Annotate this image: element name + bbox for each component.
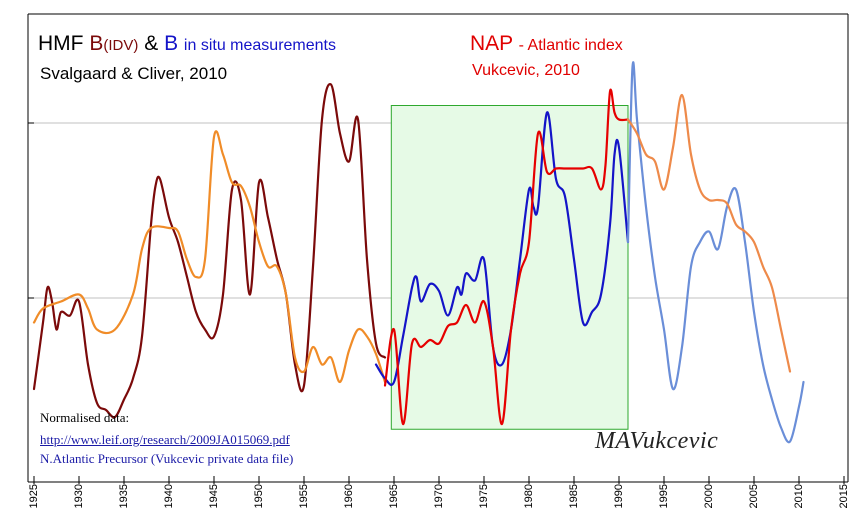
title-hmf: HMF <box>38 32 84 55</box>
x-tick-label-1930: 1930 <box>73 484 85 508</box>
note-link[interactable]: http://www.leif.org/research/2009JA01506… <box>40 432 290 447</box>
note-precursor: N.Atlantic Precursor (Vukcevic private d… <box>40 451 294 466</box>
series-layer <box>32 61 805 444</box>
x-tick-label-1940: 1940 <box>163 484 175 508</box>
title-nap-suffix: - Atlantic index <box>518 37 623 54</box>
title-right: NAP - Atlantic index <box>470 32 623 56</box>
highlight-window <box>390 105 629 430</box>
x-tick-label-1985: 1985 <box>568 484 580 508</box>
title-b-idv-letter: B <box>89 32 104 55</box>
x-axis-ticks: 1925 1930 1935 1940 1945 1950 1955 1960 1965 1970… <box>28 476 850 508</box>
x-tick-label-1955: 1955 <box>298 484 310 508</box>
title-amp: & <box>144 32 159 55</box>
x-tick-label-2010: 2010 <box>793 484 805 508</box>
title-b-idv-sub: (IDV) <box>103 37 139 54</box>
series-line-nap-early <box>32 130 387 384</box>
x-tick-label-1970: 1970 <box>433 484 445 508</box>
credit-right: Vukcevic, 2010 <box>472 62 580 79</box>
signature: MAVukcevic <box>595 428 719 454</box>
x-tick-label-1950: 1950 <box>253 484 265 508</box>
x-tick-label-1925: 1925 <box>28 484 40 508</box>
x-tick-label-1960: 1960 <box>343 484 355 508</box>
x-tick-label-1975: 1975 <box>478 484 490 508</box>
credit-left: Svalgaard & Cliver, 2010 <box>40 64 228 83</box>
series-line-hmf-idv <box>32 83 387 419</box>
x-tick-label-1980: 1980 <box>523 484 535 508</box>
x-tick-label-1965: 1965 <box>388 484 400 508</box>
note-normalised: Normalised data: <box>40 410 130 425</box>
title-b-idv: B(IDV) <box>89 32 138 55</box>
x-tick-label-1990: 1990 <box>613 484 625 508</box>
title-b: B <box>164 32 179 55</box>
x-tick-label-2005: 2005 <box>748 484 760 508</box>
x-tick-label-1945: 1945 <box>208 484 220 508</box>
title-left: HMF B(IDV) & B in situ measurements <box>38 32 336 56</box>
x-tick-label-2000: 2000 <box>703 484 715 508</box>
series-line-b-late <box>626 61 805 444</box>
series-line-nap-late <box>626 93 792 373</box>
x-tick-label-2015: 2015 <box>838 484 850 508</box>
title-in-situ: in situ measurements <box>183 37 336 54</box>
x-tick-label-1935: 1935 <box>118 484 130 508</box>
series-line-nap-window <box>383 88 630 426</box>
x-tick-label-1995: 1995 <box>658 484 670 508</box>
series-line-b-insitu <box>374 111 630 386</box>
title-nap: NAP <box>470 32 513 55</box>
